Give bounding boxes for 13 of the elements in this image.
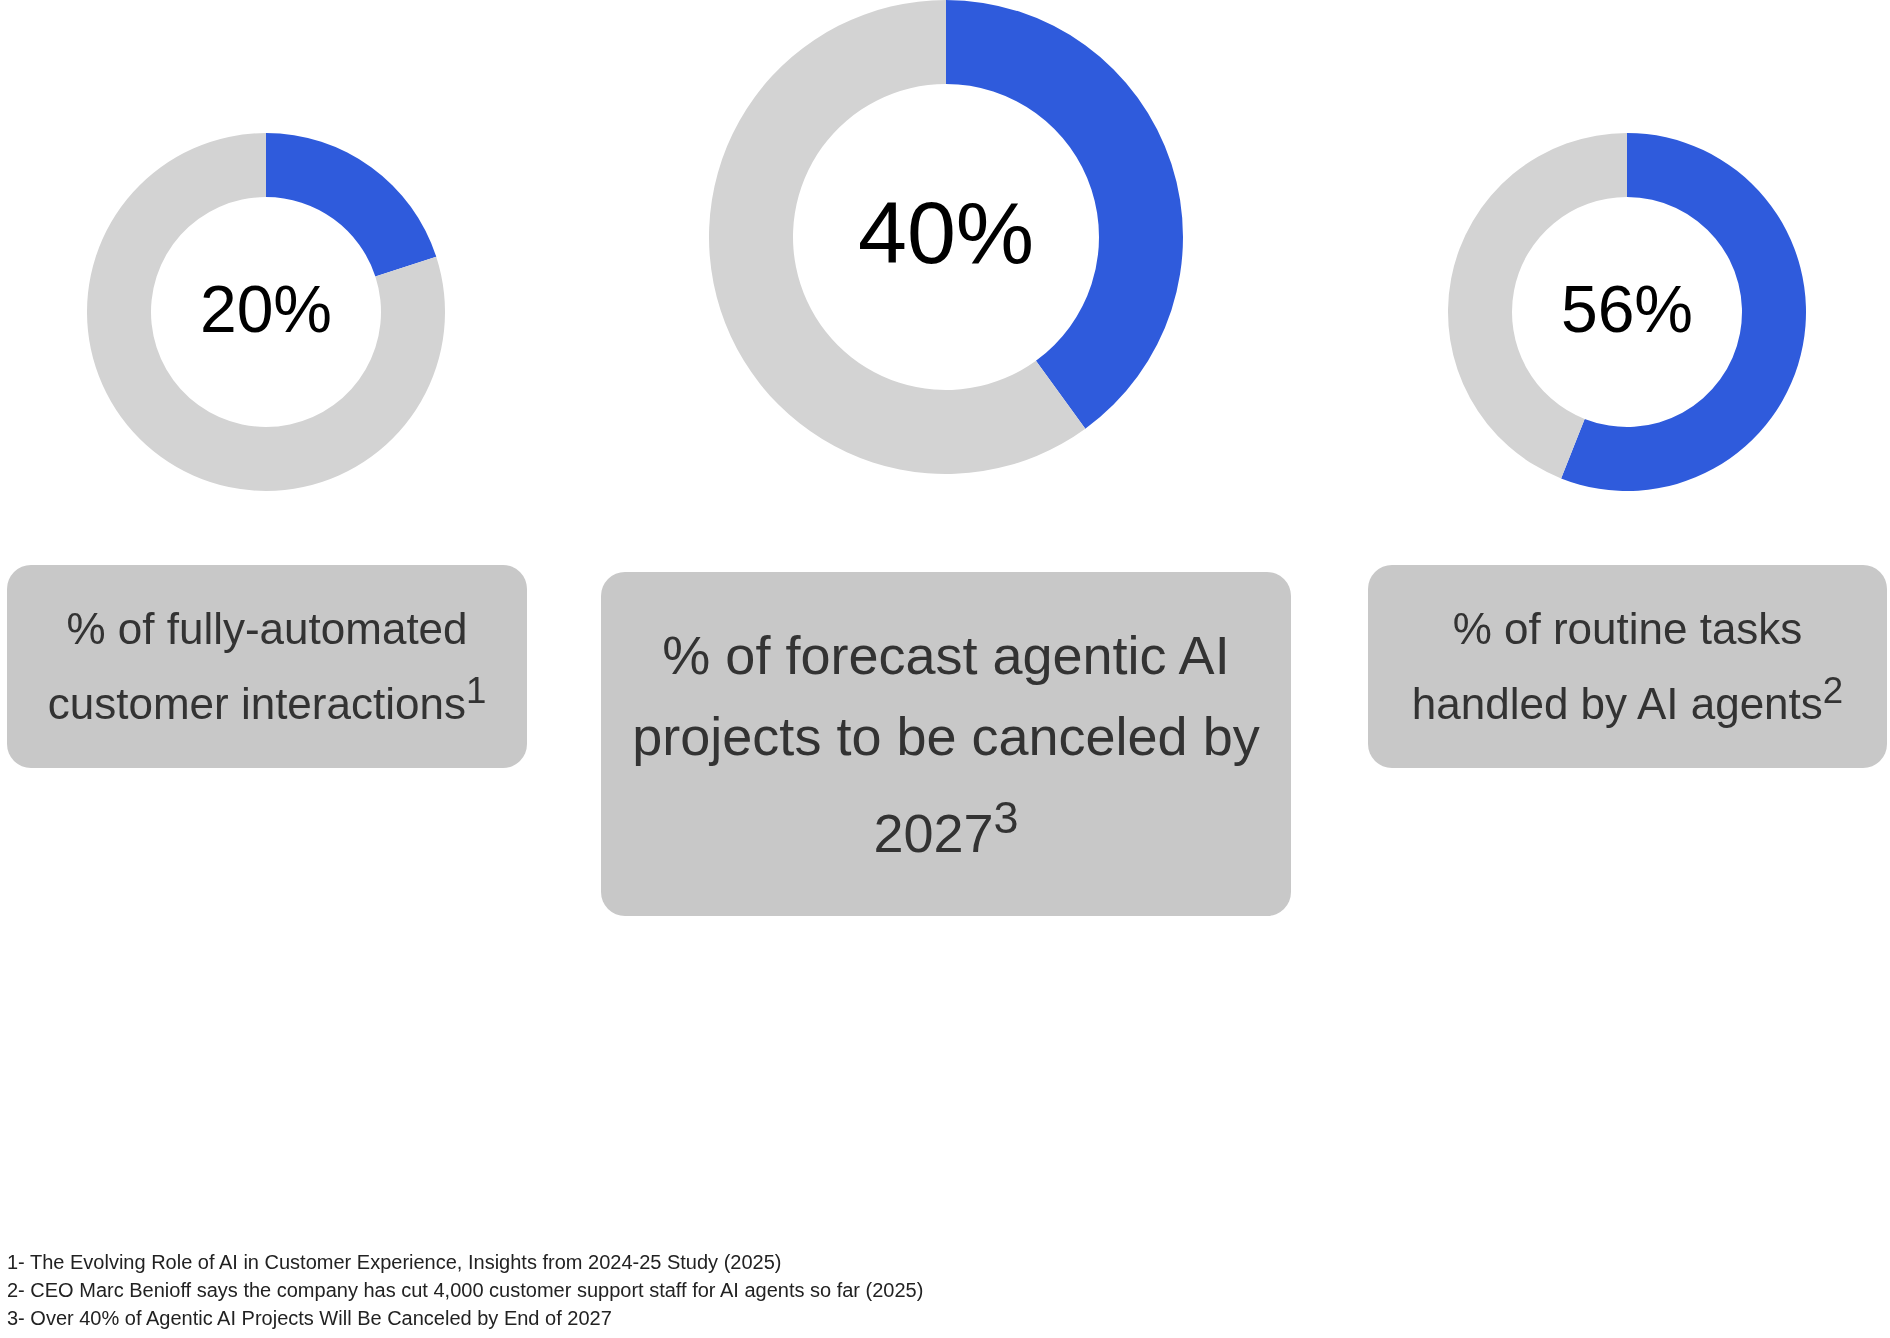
text: % of routine tasks handled by AI agents$^{2}$	[1410, 603, 1845, 730]
text: % of fully-automated customer interactions$^{1}$	[46, 603, 488, 730]
text: 3- Over 40% of Agentic AI Projects Will Be Canceled by End of 2027	[7, 1306, 613, 1331]
donut-slice	[1561, 133, 1806, 491]
data-label: 56%	[1560, 272, 1694, 346]
text: 1- The Evolving Role of AI in Customer Experience, Insights from 2024-25 Study (2025)	[7, 1250, 783, 1275]
text: % of forecast agentic AI projects to be canceled by 2027$^{3}$	[631, 623, 1261, 865]
data-label: 40%	[857, 183, 1035, 282]
donut-slice	[266, 133, 437, 277]
text: 2- CEO Marc Benioff says the company has cut 4,000 customer support staff for AI agents so far (2025)	[7, 1278, 924, 1303]
donut-slice	[709, 0, 1086, 474]
donut-slice	[87, 133, 445, 491]
data-label: 20%	[199, 272, 333, 346]
